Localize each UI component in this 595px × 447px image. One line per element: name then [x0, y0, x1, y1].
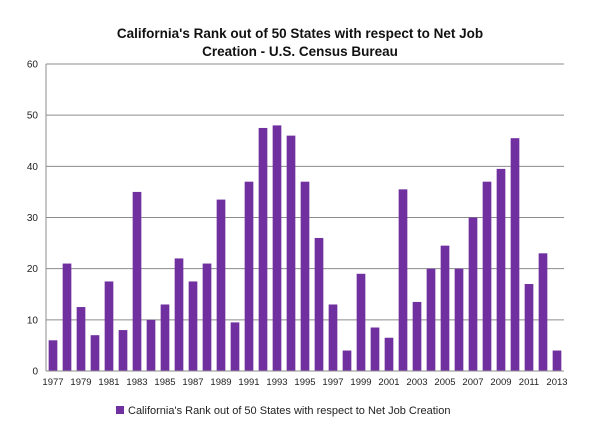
bar-1982: [118, 330, 128, 371]
x-tick-label: 1985: [154, 377, 175, 388]
bar-1978: [62, 263, 72, 371]
bar-1996: [314, 237, 324, 371]
bar-1985: [160, 304, 170, 371]
x-tick-label: 1981: [98, 377, 119, 388]
y-tick-label: 60: [27, 60, 39, 71]
bar-2004: [426, 268, 436, 371]
x-tick-label: 1993: [266, 377, 287, 388]
x-tick-label: 2013: [546, 377, 567, 388]
bar-2005: [440, 245, 450, 371]
bar-2009: [496, 168, 506, 371]
x-tick-label: 1983: [126, 377, 147, 388]
bar-1995: [300, 181, 310, 371]
bar-2001: [384, 337, 394, 371]
x-tick-label: 2003: [406, 377, 427, 388]
bar-1994: [286, 135, 296, 371]
x-tick-label: 2009: [490, 377, 511, 388]
x-tick-label: 1987: [182, 377, 203, 388]
bar-2007: [468, 217, 478, 371]
x-axis-tick-labels: 1977 1979 1981 1983 1985 1987 1989 1991 1993 1995…: [42, 377, 567, 388]
bar-1981: [104, 281, 114, 371]
x-tick-label: 1977: [42, 377, 63, 388]
bar-1979: [76, 307, 86, 371]
bar-1986: [174, 258, 184, 371]
bar-2013: [552, 350, 562, 371]
x-tick-label: 1989: [210, 377, 231, 388]
bar-1990: [230, 322, 240, 371]
y-tick-label: 50: [27, 111, 39, 122]
bar-2011: [524, 284, 534, 371]
bar-1999: [356, 273, 366, 371]
x-tick-label: 2011: [519, 377, 539, 388]
bar-1980: [90, 335, 100, 371]
legend-swatch: [116, 406, 124, 414]
bar-1983: [132, 191, 142, 371]
bar-2012: [538, 253, 548, 371]
bar-2000: [370, 327, 380, 371]
bar-2006: [454, 268, 464, 371]
bar-2002: [398, 189, 408, 371]
chart-title-line-2: Creation - U.S. Census Bureau: [202, 44, 398, 59]
legend: California's Rank out of 50 States with …: [116, 405, 451, 417]
bar-1984: [146, 319, 156, 371]
x-tick-label: 2005: [434, 377, 455, 388]
bar-1991: [244, 181, 254, 371]
bar-1993: [272, 125, 282, 372]
y-tick-label: 30: [27, 213, 39, 224]
bar-1987: [188, 281, 198, 371]
y-tick-label: 20: [27, 264, 39, 275]
bar-2008: [482, 181, 492, 371]
y-tick-label: 40: [27, 162, 39, 173]
y-tick-label: 10: [27, 315, 39, 326]
chart-title-line-1: California's Rank out of 50 States with …: [117, 26, 483, 41]
y-tick-label: 0: [32, 367, 38, 378]
x-tick-label: 1999: [350, 377, 371, 388]
x-tick-label: 2001: [378, 377, 399, 388]
bar-1988: [202, 263, 212, 371]
bar-series: [48, 125, 562, 372]
axes: [45, 64, 564, 372]
x-tick-label: 1979: [70, 377, 91, 388]
x-tick-label: 2007: [462, 377, 483, 388]
bar-1977: [48, 340, 58, 371]
bar-1997: [328, 304, 338, 371]
bar-1992: [258, 127, 268, 371]
x-tick-label: 1995: [294, 377, 315, 388]
bar-2010: [510, 138, 520, 371]
y-axis-tick-labels: 0 10 20 30 40 50 60: [27, 60, 39, 378]
x-tick-label: 1997: [322, 377, 343, 388]
bar-1989: [216, 199, 226, 371]
x-tick-label: 1991: [238, 377, 259, 388]
legend-label: California's Rank out of 50 States with …: [128, 405, 451, 417]
bar-2003: [412, 301, 422, 371]
bar-1998: [342, 350, 352, 371]
